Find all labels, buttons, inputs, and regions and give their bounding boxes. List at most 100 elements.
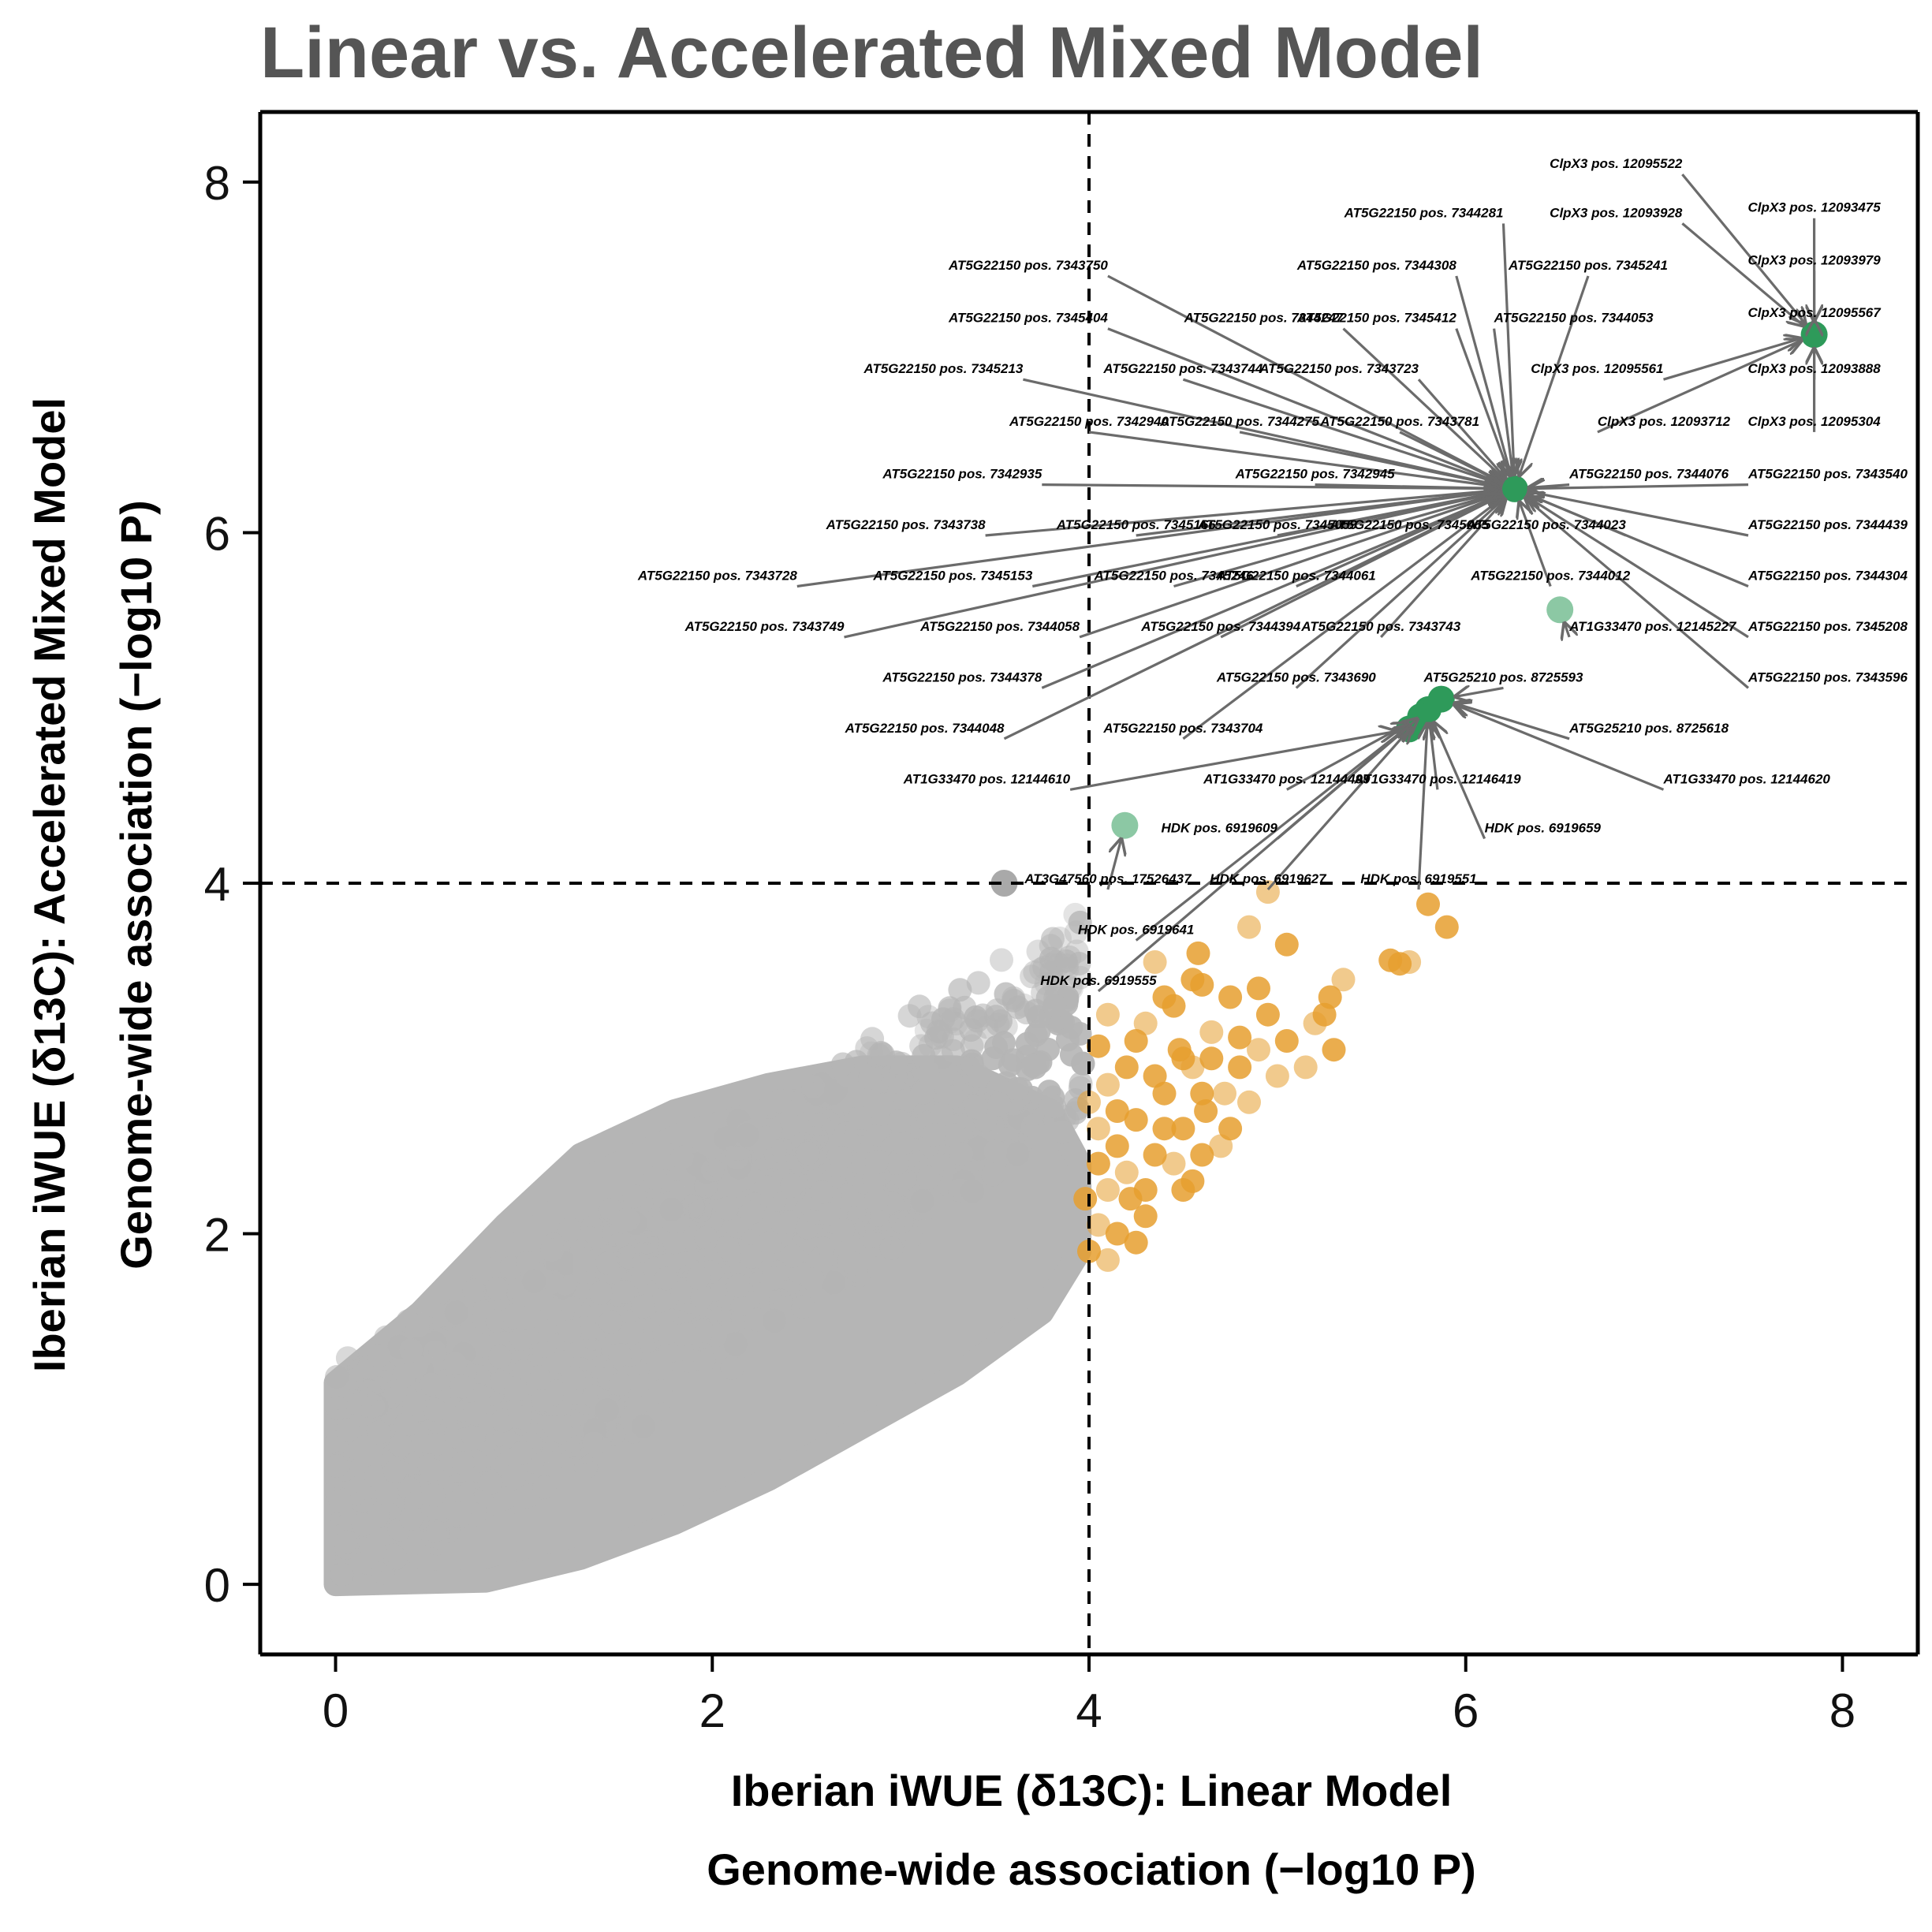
x-axis-title-line1: Iberian iWUE (δ13C): Linear Model [731, 1766, 1453, 1815]
highlight-point [990, 870, 1018, 897]
linear-significant-points [1073, 880, 1459, 1272]
annotation-label: AT5G22150 pos. 7343704 [1102, 721, 1263, 736]
snp-point [623, 1211, 647, 1235]
y-tick-label: 0 [204, 1559, 230, 1612]
annotation-label: ClpX3 pos. 12095567 [1747, 305, 1882, 320]
snp-point [1068, 910, 1092, 934]
annotation-label: AT5G22150 pos. 7344023 [1466, 517, 1626, 532]
snp-point [582, 1431, 606, 1456]
snp-point [488, 1345, 513, 1369]
orange-point [1133, 1204, 1158, 1229]
annotation-label: AT5G22150 pos. 7344439 [1747, 517, 1908, 532]
orange-point [1095, 1248, 1120, 1272]
snp-point [588, 1281, 613, 1305]
snp-point [937, 1173, 961, 1198]
snp-point [726, 1274, 750, 1298]
y-tick-label: 2 [204, 1209, 230, 1262]
orange-point [1228, 1025, 1252, 1050]
snp-point [714, 1196, 739, 1221]
snp-point [745, 1307, 770, 1332]
annotation-arrow [1069, 732, 1395, 791]
chart-title: Linear vs. Accelerated Mixed Model [260, 13, 1483, 93]
orange-point [1274, 1029, 1299, 1053]
annotation-label: AT5G22150 pos. 7343750 [948, 258, 1108, 273]
snp-point [763, 1308, 786, 1333]
snp-point [608, 1372, 632, 1397]
background-snp-cloud [323, 902, 1095, 1597]
snp-point [509, 1441, 534, 1465]
snp-point [405, 1314, 430, 1338]
x-tick-label: 8 [1829, 1684, 1856, 1737]
orange-point [1077, 1239, 1101, 1263]
orange-point [1152, 1117, 1177, 1141]
snp-point [423, 1519, 447, 1543]
snp-point [720, 1356, 744, 1380]
annotation-label: AT5G22150 pos. 7345404 [948, 311, 1108, 326]
annotation-arrow [1527, 497, 1749, 639]
orange-point [1124, 1108, 1148, 1132]
snp-point [512, 1287, 536, 1311]
annotation-label: AT5G22150 pos. 7344053 [1494, 311, 1654, 326]
annotation-arrow [1455, 703, 1570, 740]
annotation-arrow [844, 492, 1501, 639]
snp-point [781, 1244, 805, 1268]
snp-point [677, 1348, 701, 1373]
snp-point [367, 1376, 391, 1401]
annotation-arrow [1239, 431, 1501, 486]
annotation-arrow [1107, 274, 1502, 483]
orange-point [1143, 1143, 1167, 1167]
annotation-label: AT1G33470 pos. 12144610 [903, 771, 1071, 786]
annotation-label: AT3G47560 pos. 17526437 [1024, 871, 1192, 886]
snp-point [690, 1284, 714, 1308]
annotation-label: ClpX3 pos. 12093712 [1598, 414, 1731, 429]
snp-point [512, 1306, 536, 1330]
snp-point [371, 1561, 395, 1585]
orange-point [1247, 976, 1270, 1001]
snp-point [622, 1419, 647, 1444]
annotation-arrow [1286, 724, 1408, 791]
annotation-label: AT5G22150 pos. 7343723 [1259, 361, 1419, 376]
snp-point [1001, 986, 1026, 1010]
snp-point [461, 1426, 486, 1450]
annotation-label: AT5G22150 pos. 7345208 [1747, 619, 1908, 634]
snp-point [328, 1489, 352, 1513]
annotation-arrow [1106, 839, 1121, 890]
snp-point [879, 1236, 904, 1260]
snp-point [659, 1198, 684, 1221]
snp-point [648, 1379, 673, 1404]
annotation-arrow [1003, 495, 1502, 740]
snp-point [871, 1042, 895, 1066]
snp-point [1015, 1031, 1039, 1056]
snp-point [990, 948, 1013, 972]
snp-point [755, 1175, 779, 1199]
snp-point [821, 1270, 845, 1295]
annotation-label: AT5G22150 pos. 7344058 [919, 619, 1080, 634]
orange-point [1434, 915, 1459, 939]
annotation-arrow [1455, 328, 1510, 476]
snp-point [426, 1520, 449, 1545]
snp-point [886, 1151, 910, 1175]
snp-point [330, 1562, 354, 1587]
annotation-label: AT5G22150 pos. 7344048 [845, 721, 1005, 736]
annotation-label: AT5G22150 pos. 7343744 [1102, 361, 1263, 376]
snp-point [558, 1434, 582, 1458]
snp-point [561, 1366, 586, 1390]
orange-point [1312, 1002, 1337, 1027]
snp-point [367, 1344, 391, 1368]
snp-point [449, 1374, 474, 1399]
snp-point [423, 1340, 447, 1364]
snp-point [858, 1066, 882, 1091]
x-axis-ticks: 0 2 4 6 8 [323, 1654, 1856, 1737]
orange-point [1228, 1055, 1252, 1080]
snp-point [612, 1280, 636, 1304]
annotation-label: HDK pos. 6919609 [1161, 821, 1277, 836]
snp-point [864, 1150, 889, 1174]
y-axis-ticks: 0 2 4 6 8 [204, 157, 260, 1612]
snp-point [596, 1251, 621, 1275]
snp-point [543, 1415, 567, 1438]
snp-point [964, 1005, 988, 1029]
annotation-arrow [1520, 502, 1552, 587]
annotation-label: ClpX3 pos. 12095561 [1531, 361, 1663, 376]
snp-point [462, 1278, 487, 1303]
snp-point [674, 1322, 699, 1346]
